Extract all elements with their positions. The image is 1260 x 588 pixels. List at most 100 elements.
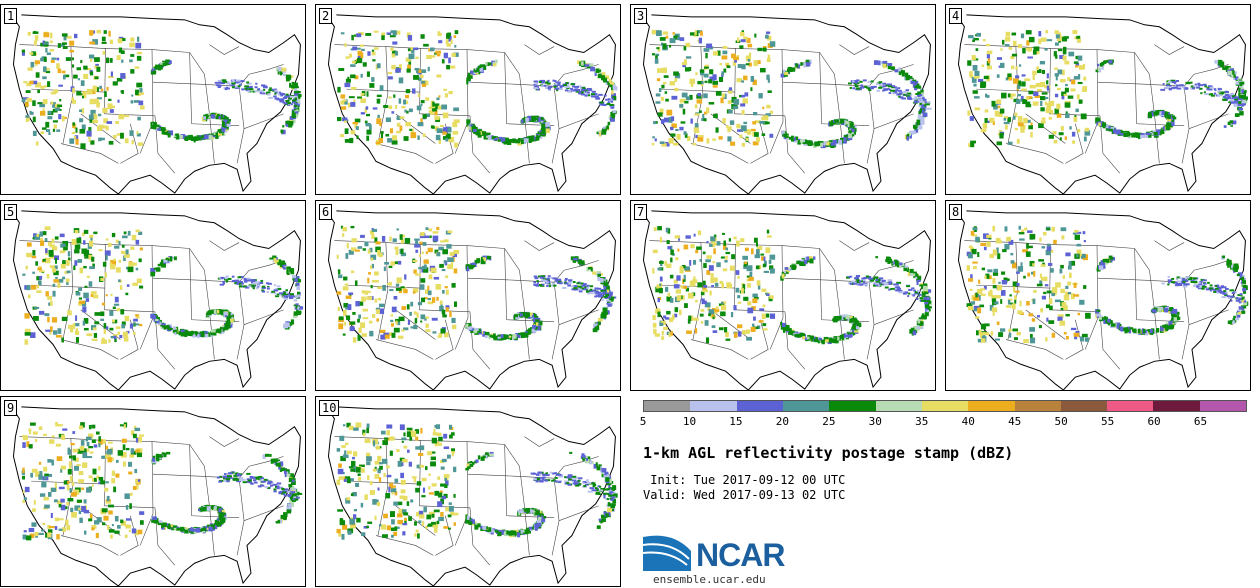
precip-cell: [117, 99, 120, 103]
precip-cell: [847, 122, 851, 128]
precip-cell: [661, 143, 667, 147]
precip-cell: [651, 142, 655, 146]
precip-cell: [708, 244, 713, 247]
precip-cell: [48, 110, 52, 115]
precip-cell: [743, 261, 748, 267]
precip-cell: [283, 291, 286, 294]
precip-cell: [916, 122, 920, 127]
precip-cell: [665, 35, 669, 39]
precip-cell: [1210, 94, 1215, 97]
precip-cell: [180, 331, 186, 337]
precip-cell: [427, 247, 433, 253]
precip-cell: [712, 330, 718, 333]
precip-cell: [342, 233, 345, 237]
precip-cell: [214, 81, 220, 84]
precip-cell: [514, 314, 519, 318]
precip-cell: [1159, 111, 1162, 116]
precip-cell: [669, 274, 674, 279]
precip-cell: [577, 60, 582, 65]
precip-cell: [1145, 132, 1151, 136]
precip-cell: [53, 255, 60, 261]
precip-cell: [989, 117, 995, 123]
precip-cell: [659, 108, 664, 115]
precip-cell: [995, 105, 1001, 109]
precip-cell: [386, 32, 392, 35]
precip-cell: [1164, 86, 1169, 89]
precip-cell: [428, 274, 433, 280]
precip-cell: [376, 318, 379, 322]
reflectivity-map: [951, 14, 1249, 194]
precip-cell: [152, 269, 156, 274]
precip-cell: [1217, 88, 1222, 91]
precip-cell: [27, 31, 31, 36]
precip-cell: [428, 110, 434, 116]
precip-cell: [421, 83, 427, 87]
precip-cell: [118, 240, 121, 246]
precip-cell: [706, 270, 711, 275]
precip-cell: [1234, 96, 1240, 99]
precip-cell: [919, 102, 924, 106]
precip-cell: [724, 259, 728, 263]
precip-cell: [361, 48, 365, 52]
precip-cell: [121, 324, 125, 329]
precip-cell: [135, 42, 142, 49]
precip-cell: [562, 286, 567, 289]
precip-cell: [114, 296, 119, 303]
precip-cell: [715, 127, 719, 133]
precip-cell: [656, 47, 660, 50]
precip-cell: [180, 329, 185, 333]
precip-cell: [530, 315, 535, 320]
precip-cell: [536, 325, 541, 331]
precip-cell: [26, 82, 32, 87]
precip-cell: [780, 73, 786, 78]
precip-cell: [404, 237, 411, 244]
precip-cell: [395, 283, 400, 287]
precip-cell: [1165, 112, 1169, 117]
precip-cell: [284, 297, 289, 300]
precip-cell: [438, 95, 441, 98]
precip-cell: [1041, 69, 1046, 74]
precip-cell: [442, 112, 449, 119]
precip-cell: [882, 89, 885, 92]
precip-cell: [407, 48, 413, 52]
precip-cell: [189, 136, 192, 139]
precip-cell: [918, 105, 923, 108]
precip-cell: [454, 44, 457, 48]
precip-cell: [1228, 101, 1231, 104]
precip-cell: [352, 337, 357, 343]
precip-cell: [47, 316, 50, 323]
precip-cell: [360, 73, 363, 78]
precip-cell: [39, 275, 43, 280]
precip-cell: [1238, 107, 1242, 110]
precip-cell: [202, 333, 205, 336]
precip-cell: [1213, 88, 1217, 91]
precip-cell: [208, 113, 211, 116]
precip-cell: [740, 125, 747, 132]
precip-cell: [968, 35, 974, 39]
state-border: [104, 48, 154, 154]
precip-cell: [42, 40, 46, 46]
precip-cell: [274, 259, 279, 264]
precip-cell: [83, 292, 89, 299]
precip-cell: [126, 330, 130, 334]
precip-cell: [1220, 92, 1225, 95]
precip-cell: [867, 88, 870, 91]
precip-cell: [63, 74, 70, 78]
precip-cell: [355, 280, 358, 286]
precip-cell: [156, 319, 160, 324]
precip-cell: [222, 123, 225, 126]
precip-cell: [50, 326, 53, 332]
precip-cell: [412, 259, 418, 263]
precip-cell: [545, 122, 551, 127]
precip-cell: [280, 94, 283, 97]
precip-cell: [1234, 103, 1238, 106]
precip-cell: [203, 134, 209, 140]
precip-cell: [291, 101, 296, 104]
precip-cell: [1243, 96, 1249, 100]
precip-cell: [287, 103, 290, 106]
state-border: [524, 240, 555, 251]
precip-cell: [817, 339, 820, 344]
precip-cell: [373, 280, 379, 283]
precip-cell: [1048, 100, 1055, 106]
precip-cell: [58, 278, 64, 283]
